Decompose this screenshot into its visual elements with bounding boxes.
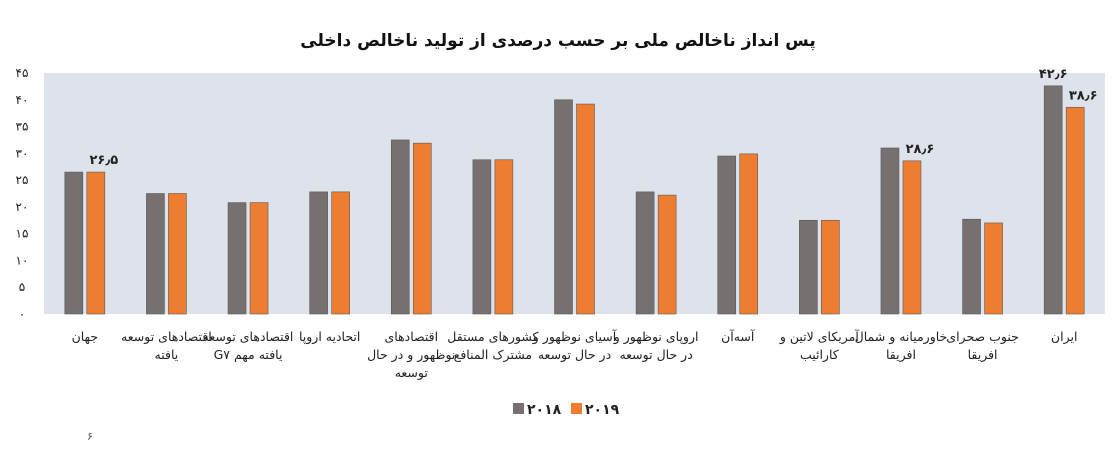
- legend: ۲۰۱۸ ۲۰۱۹: [513, 402, 620, 418]
- bar-series-1: [472, 159, 492, 315]
- bar-series-1: [635, 191, 655, 315]
- category-label: آمریکای لاتین و کارائیب: [779, 329, 859, 363]
- bar-series-1: [146, 193, 165, 315]
- legend-label: ۲۰۱۸: [527, 402, 562, 418]
- category-label: اقتصادهای توسعه یافته مهم G۷: [203, 329, 294, 363]
- bar-series-2: [984, 222, 1003, 315]
- plot-area: [44, 73, 1105, 314]
- category-label: جنوب صحرای افریقا: [946, 329, 1019, 363]
- data-label: ۲۸٫۶: [906, 142, 935, 157]
- bar-series-2: [739, 153, 759, 315]
- data-label: ۲۶٫۵: [89, 153, 118, 168]
- bar-series-2: [331, 191, 350, 315]
- legend-label: ۲۰۱۹: [585, 402, 620, 418]
- y-tick-label: ۱۵: [16, 227, 29, 241]
- category-label: آسیای نوظهور و در حال توسعه: [532, 329, 617, 363]
- category-label: خاورمیانه و شمال افریقا: [855, 329, 948, 363]
- legend-swatch: [571, 403, 582, 414]
- category-label: جهان: [72, 329, 98, 345]
- bar-series-1: [799, 219, 818, 315]
- bar-series-1: [554, 99, 573, 315]
- y-axis: ۰ ۵ ۱۰ ۱۵ ۲۰ ۲۵ ۳۰ ۳۵ ۴۰ ۴۵: [16, 66, 29, 321]
- bar-series-1: [962, 218, 981, 315]
- bar-series-2: [494, 159, 514, 315]
- y-tick-label: ۱۰: [16, 253, 29, 267]
- data-labels: ۲۶٫۵ ۲۸٫۶ ۴۲٫۶۳۸٫۶: [89, 67, 1097, 168]
- bar-series-1: [309, 191, 328, 315]
- bar-series-2: [249, 202, 269, 315]
- y-tick-label: ۲۵: [16, 173, 29, 187]
- data-label: ۴۲٫۶: [1039, 67, 1068, 82]
- bar-series-1: [390, 139, 410, 315]
- bar-series-2: [1065, 106, 1085, 315]
- category-label: اقتصادهای نوظهور و در حال توسعه: [367, 329, 455, 381]
- bar-series-1: [717, 155, 737, 315]
- bar-series-2: [576, 103, 595, 315]
- bar-series-2: [821, 219, 840, 315]
- category-label: آسه‌آن: [721, 329, 755, 344]
- bar-series-2: [902, 160, 922, 315]
- y-tick-label: ۰: [19, 307, 25, 321]
- bar-series-2: [168, 193, 187, 315]
- category-label: کشورهای مستقل مشترک المنافع: [447, 329, 538, 363]
- bar-series-1: [227, 202, 247, 315]
- y-tick-label: ۳۵: [16, 120, 29, 134]
- y-tick-label: ۴۰: [16, 93, 29, 107]
- bar-series-2: [657, 194, 677, 315]
- legend-swatch: [513, 403, 524, 414]
- bars-group: [64, 85, 1085, 315]
- bar-series-2: [86, 171, 106, 315]
- page-number: ۶: [87, 430, 93, 443]
- bar-series-1: [1043, 85, 1063, 315]
- y-tick-label: ۳۰: [16, 146, 29, 160]
- bar-series-2: [412, 142, 432, 315]
- category-label: اتحادیه اروپا: [299, 329, 360, 345]
- y-tick-label: ۴۵: [16, 66, 29, 80]
- category-label: اروپای نوظهور و در حال توسعه: [613, 329, 699, 363]
- category-label: اقتصادهای توسعه یافته: [121, 329, 212, 362]
- data-label: ۳۸٫۶: [1069, 88, 1098, 103]
- chart-title: پس انداز ناخالص ملی بر حسب درصدی از تولی…: [300, 31, 815, 51]
- category-label: ایران: [1051, 329, 1078, 345]
- bar-series-1: [64, 171, 84, 315]
- y-tick-label: ۵: [19, 280, 25, 294]
- y-tick-label: ۲۰: [16, 200, 29, 214]
- bar-series-1: [880, 147, 900, 315]
